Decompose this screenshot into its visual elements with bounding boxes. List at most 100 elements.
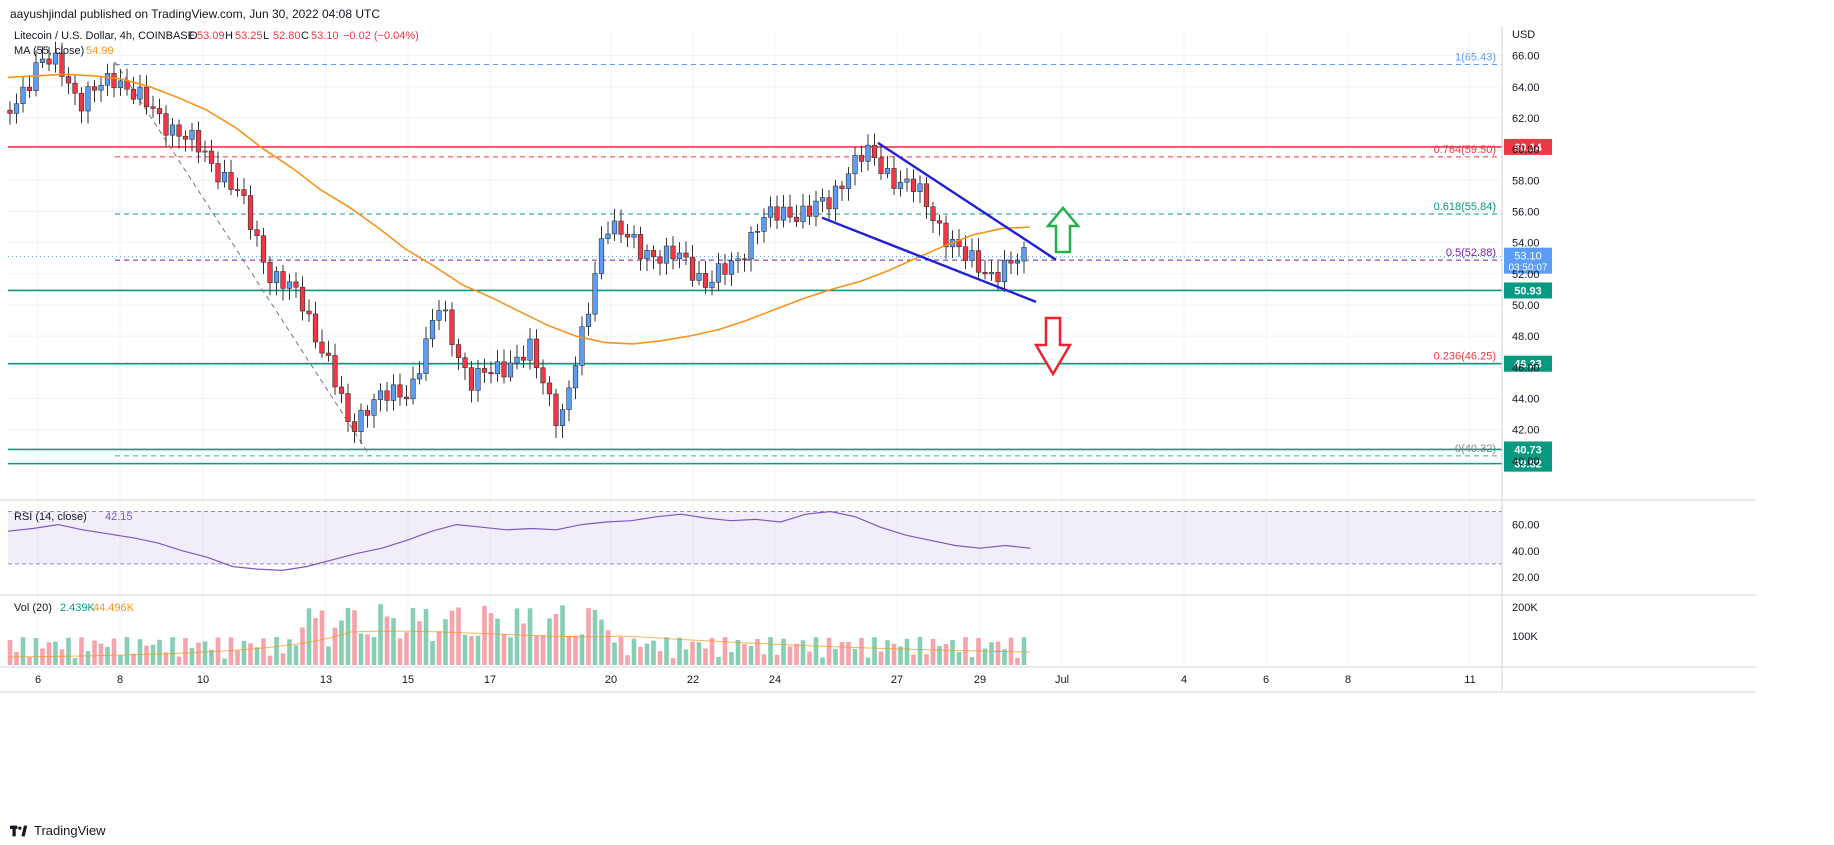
candle	[481, 358, 488, 384]
volume-value: 2.439K	[60, 602, 96, 614]
volume-bar	[436, 631, 442, 665]
volume-bar	[807, 651, 812, 665]
level-tag	[1504, 455, 1552, 472]
time-tick-label: 17	[484, 674, 496, 686]
volume-bar	[748, 646, 754, 665]
candle-body	[286, 281, 293, 289]
candle-body	[377, 390, 384, 400]
volume-bar	[495, 618, 500, 665]
candle-body	[819, 197, 826, 202]
candle	[117, 69, 124, 96]
candle	[176, 119, 182, 149]
volume-bar	[248, 643, 253, 665]
legend-item: 53.09	[197, 30, 225, 42]
volume-bar	[885, 640, 890, 665]
volume-bar	[982, 648, 988, 665]
candle-body	[182, 135, 189, 140]
candle	[429, 308, 436, 348]
candle	[761, 208, 767, 243]
level-tag	[1504, 138, 1552, 155]
volume-bar	[27, 657, 32, 665]
candle-body	[325, 352, 332, 356]
volume-bar	[768, 637, 773, 665]
footer: TradingView	[10, 823, 106, 838]
candle	[819, 188, 826, 213]
candle-body	[143, 86, 150, 108]
candle-body	[111, 73, 117, 89]
candle	[605, 221, 611, 245]
volume-bar	[703, 648, 708, 665]
volume-bar	[189, 648, 195, 665]
published-info: aayushjindal published on TradingView.co…	[10, 7, 381, 21]
volume-bar	[274, 637, 279, 665]
volume-bar	[339, 620, 344, 665]
candle	[800, 193, 806, 229]
volume-bar	[774, 654, 780, 665]
volume-bar	[202, 641, 208, 665]
fib-label: 0.5(52.88)	[1446, 247, 1496, 259]
candle	[72, 75, 78, 106]
candle	[228, 159, 234, 195]
candle	[195, 121, 202, 164]
volume-bar	[53, 641, 58, 665]
price-tick-label: 50.00	[1512, 300, 1540, 312]
volume-bar	[553, 613, 559, 665]
candle-body	[566, 387, 572, 410]
candle	[273, 266, 280, 296]
candle-body	[871, 144, 878, 159]
tradingview-logo-icon	[10, 825, 28, 836]
volume-bar	[592, 609, 598, 665]
candle	[299, 276, 306, 321]
volume-bar	[839, 641, 845, 665]
volume-bar	[501, 634, 507, 665]
candle-body	[306, 310, 312, 315]
candle-body	[852, 155, 858, 175]
rsi-pane: 60.00 40.00 20.00 RSI (14, close) 42.15	[7, 510, 1540, 584]
time-tick-label: 10	[197, 674, 209, 686]
fib-trendline	[114, 61, 371, 457]
volume-bar	[638, 646, 643, 665]
candle	[631, 225, 637, 249]
legend-item: 53.10	[311, 30, 339, 42]
candle	[917, 175, 923, 204]
volume-bar	[657, 651, 663, 665]
price-tick-label: 40.00	[1512, 456, 1540, 468]
candle	[26, 75, 33, 99]
candle-body	[514, 356, 520, 364]
candle	[735, 252, 741, 274]
volume-bar	[7, 640, 13, 665]
candle	[936, 214, 943, 236]
volume-bar	[384, 616, 390, 665]
candle-body	[273, 271, 280, 284]
candle-body	[215, 163, 221, 183]
candle-body	[390, 384, 397, 401]
candle	[286, 273, 293, 300]
volume-bar	[904, 638, 910, 665]
candle	[663, 237, 670, 275]
candle-body	[410, 378, 416, 400]
candle-body	[644, 250, 650, 260]
candle-body	[858, 155, 865, 162]
volume-bar	[833, 648, 838, 665]
candle	[1021, 241, 1027, 274]
candle	[1008, 251, 1014, 275]
candlestick-series	[7, 41, 1027, 444]
price-tick-label: 62.00	[1512, 113, 1540, 125]
time-tick-label: 8	[117, 674, 123, 686]
axes: 66.00 64.00 62.00 60.00 58.00 56.00 54.00 52.00…	[0, 26, 1756, 693]
candle	[995, 261, 1001, 291]
candle-body	[670, 245, 676, 260]
volume-bar	[956, 651, 962, 665]
volume-bar	[183, 638, 188, 665]
volume-bar	[371, 637, 377, 665]
candle-body	[221, 172, 228, 183]
channel-lower	[821, 216, 1037, 303]
candle	[46, 46, 52, 72]
fib-label: 0.618(55.84)	[1434, 201, 1496, 213]
legend-item: H	[225, 30, 233, 42]
candle-body	[195, 130, 202, 153]
level-tag-label: 40.73	[1514, 444, 1542, 456]
candle-body	[585, 313, 592, 328]
